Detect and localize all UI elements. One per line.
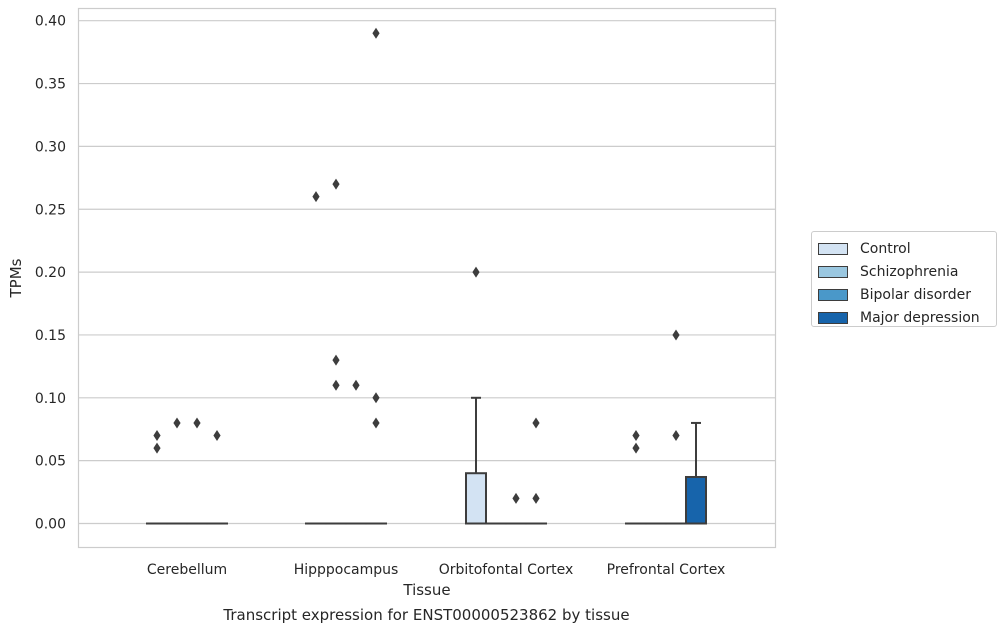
box-1-3 xyxy=(365,27,387,525)
box-1-2 xyxy=(345,379,367,525)
y-tick-label: 0.30 xyxy=(35,139,66,155)
outlier-point xyxy=(352,379,360,391)
box-2-2 xyxy=(505,492,527,525)
y-tick-label: 0.10 xyxy=(35,391,66,407)
outlier-point xyxy=(632,442,640,454)
x-tick-label: Cerebellum xyxy=(147,562,227,578)
outlier-point xyxy=(332,354,340,366)
legend-item-control: Control xyxy=(818,237,996,260)
outlier-point xyxy=(332,379,340,391)
legend-label: Schizophrenia xyxy=(860,263,959,280)
legend-item-bipolar-disorder: Bipolar disorder xyxy=(818,283,996,306)
outlier-point xyxy=(153,430,161,442)
box-0-1 xyxy=(166,417,188,525)
legend-label: Control xyxy=(860,240,911,257)
outlier-point xyxy=(512,492,520,504)
legend-label: Major depression xyxy=(860,309,980,326)
x-tick-label: Hipppocampus xyxy=(294,562,399,578)
box-3-3 xyxy=(685,421,707,525)
legend-swatch xyxy=(818,288,848,301)
outlier-point xyxy=(672,430,680,442)
outlier-point xyxy=(472,266,480,278)
plot-frame xyxy=(77,7,777,549)
outlier-point xyxy=(532,492,540,504)
box-1-0 xyxy=(305,191,327,525)
x-axis-label: Tissue xyxy=(402,581,450,599)
outlier-point xyxy=(372,27,380,39)
y-tick-label: 0.40 xyxy=(35,14,66,30)
outlier-point xyxy=(173,417,181,429)
box-0-0 xyxy=(146,430,168,525)
legend-swatch xyxy=(818,311,848,324)
x-tick-label: Prefrontal Cortex xyxy=(607,562,726,578)
legend-label: Bipolar disorder xyxy=(860,286,972,303)
box-0-3 xyxy=(206,430,228,525)
outlier-point xyxy=(193,417,201,429)
legend-item-schizophrenia: Schizophrenia xyxy=(818,260,996,283)
legend: Control Schizophrenia Bipolar disorder M… xyxy=(811,231,997,327)
y-tick-label: 0.15 xyxy=(35,328,66,344)
outlier-point xyxy=(213,430,221,442)
y-tick-label: 0.05 xyxy=(35,454,66,470)
box-1-1 xyxy=(325,178,347,525)
legend-swatch xyxy=(818,265,848,278)
box-2-0 xyxy=(465,266,487,525)
outlier-point xyxy=(372,417,380,429)
outlier-point xyxy=(332,178,340,190)
y-tick-label: 0.00 xyxy=(35,517,66,533)
legend-swatch xyxy=(818,242,848,255)
outlier-point xyxy=(372,392,380,404)
x-tick-label: Orbitofontal Cortex xyxy=(439,562,574,578)
outlier-point xyxy=(153,442,161,454)
outlier-point xyxy=(312,191,320,203)
y-tick-label: 0.35 xyxy=(35,77,66,93)
legend-item-major-depression: Major depression xyxy=(818,306,996,329)
y-axis-ticks: 0.00 0.05 0.10 0.15 0.20 0.25 0.30 0.35 0.40 xyxy=(35,14,66,533)
box-rect xyxy=(465,472,487,525)
chart-caption: Transcript expression for ENST0000052386… xyxy=(223,606,630,624)
y-axis-label: TPMs xyxy=(7,258,25,298)
box-3-0 xyxy=(625,430,647,525)
outlier-point xyxy=(632,430,640,442)
x-axis-ticks: Cerebellum Hipppocampus Orbitofontal Corte… xyxy=(147,562,725,578)
outlier-point xyxy=(672,329,680,341)
box-3-2 xyxy=(665,329,687,525)
y-tick-label: 0.20 xyxy=(35,265,66,281)
box-2-3 xyxy=(525,417,547,525)
outlier-point xyxy=(532,417,540,429)
grid-lines xyxy=(78,20,776,525)
box-rect xyxy=(685,475,707,525)
y-tick-label: 0.25 xyxy=(35,202,66,218)
box-plot-series xyxy=(146,27,707,525)
box-0-2 xyxy=(186,417,208,525)
